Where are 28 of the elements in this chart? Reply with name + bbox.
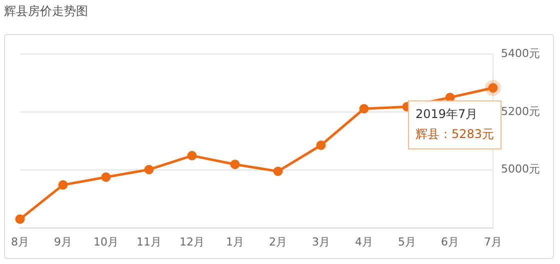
annotation: 辉县：5283元 <box>415 127 494 142</box>
y-tick-label: 5400元 <box>501 46 540 60</box>
point <box>187 150 197 160</box>
x-tick-label: 11月 <box>136 235 162 248</box>
x-tick-label: 7月 <box>484 235 502 248</box>
x-tick-label: 1月 <box>226 235 244 248</box>
x-tick-label: 5月 <box>398 235 416 248</box>
point <box>58 180 68 190</box>
chart-title: 辉县房价走势图 <box>4 3 88 20</box>
x-tick-label: 10月 <box>94 235 118 248</box>
point <box>359 104 369 114</box>
point <box>101 172 111 182</box>
x-tick-label: 12月 <box>180 235 204 248</box>
x-tick-label: 6月 <box>441 235 460 248</box>
y-tick-label: 5000元 <box>501 162 540 176</box>
x-tick-label: 9月 <box>54 235 72 248</box>
annotation: 2019年7月 <box>415 107 478 122</box>
x-tick-label: 4月 <box>355 235 374 248</box>
point <box>144 164 154 174</box>
point <box>445 92 455 102</box>
point <box>273 166 283 176</box>
x-tick-label: 8月 <box>11 235 29 248</box>
point <box>15 214 25 224</box>
x-tick-label: 2月 <box>269 235 288 248</box>
x-tick-label: 3月 <box>312 235 330 248</box>
point <box>316 140 326 150</box>
y-tick-label: 5200元 <box>501 104 540 118</box>
point <box>230 160 240 170</box>
